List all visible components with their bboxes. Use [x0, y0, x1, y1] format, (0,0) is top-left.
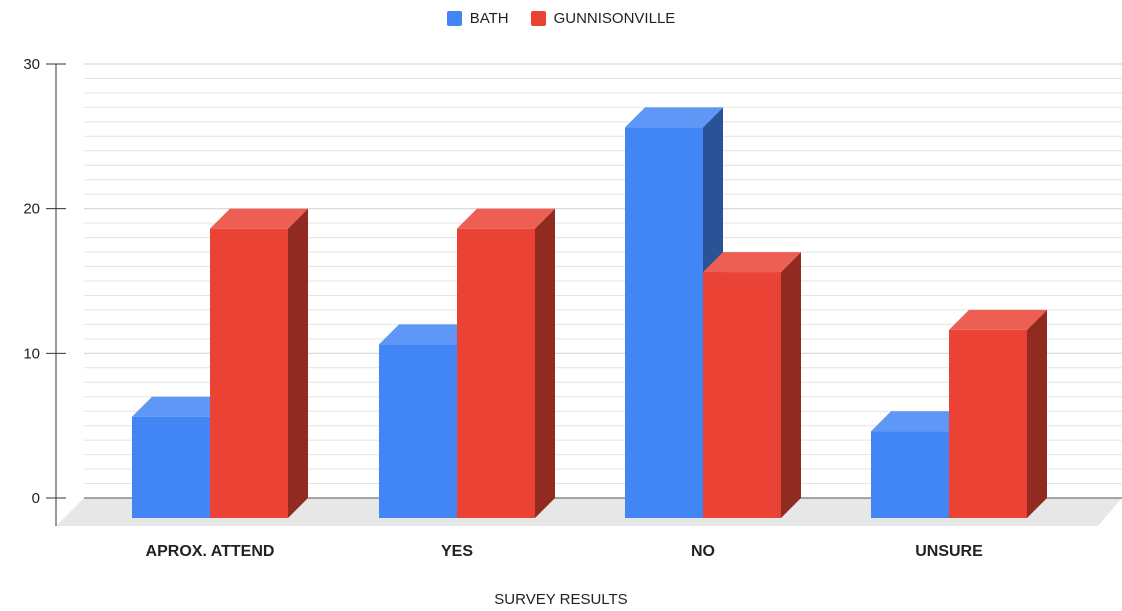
bar-top [625, 107, 723, 128]
bar-bath-aprox-attend [132, 416, 210, 518]
bar-top [457, 208, 555, 229]
y-tick-label: 30 [23, 56, 40, 73]
bar-top [210, 208, 308, 229]
bar-top [871, 411, 969, 432]
chart-legend: BATH GUNNISONVILLE [0, 6, 1122, 30]
bar-bath-no [625, 127, 703, 519]
legend-item-bath[interactable]: BATH [446, 9, 509, 27]
bar-side [535, 208, 555, 518]
x-tick-label: APROX. ATTEND [146, 543, 275, 560]
x-tick-label: NO [691, 543, 715, 560]
legend-swatch-gunnisonville [530, 10, 546, 26]
bar-gunnisonville-unsure [949, 329, 1027, 518]
x-tick-label: YES [441, 543, 473, 560]
legend-swatch-bath [446, 10, 462, 26]
legend-label-bath: BATH [469, 9, 509, 27]
legend-label-gunnisonville: GUNNISONVILLE [553, 9, 676, 27]
bar-gunnisonville-aprox-attend [210, 228, 288, 518]
y-tick-label: 0 [32, 490, 40, 507]
bar-gunnisonville-yes [457, 228, 535, 518]
bar-bath-unsure [871, 431, 949, 518]
bar-side [288, 208, 308, 518]
y-tick-label: 20 [23, 201, 40, 218]
y-tick-label: 10 [23, 345, 40, 362]
bar-top [949, 309, 1047, 330]
bar-gunnisonville-no [703, 272, 781, 518]
x-axis-title: SURVEY RESULTS [494, 591, 628, 608]
chart-floor [56, 498, 1122, 526]
bar-side [781, 252, 801, 519]
bar-side [1027, 309, 1047, 518]
bar-top [379, 324, 477, 345]
bar-top [703, 252, 801, 273]
legend-item-gunnisonville[interactable]: GUNNISONVILLE [530, 9, 676, 27]
x-tick-label: UNSURE [915, 543, 983, 560]
bar-top [132, 396, 230, 417]
bar-bath-yes [379, 344, 457, 518]
